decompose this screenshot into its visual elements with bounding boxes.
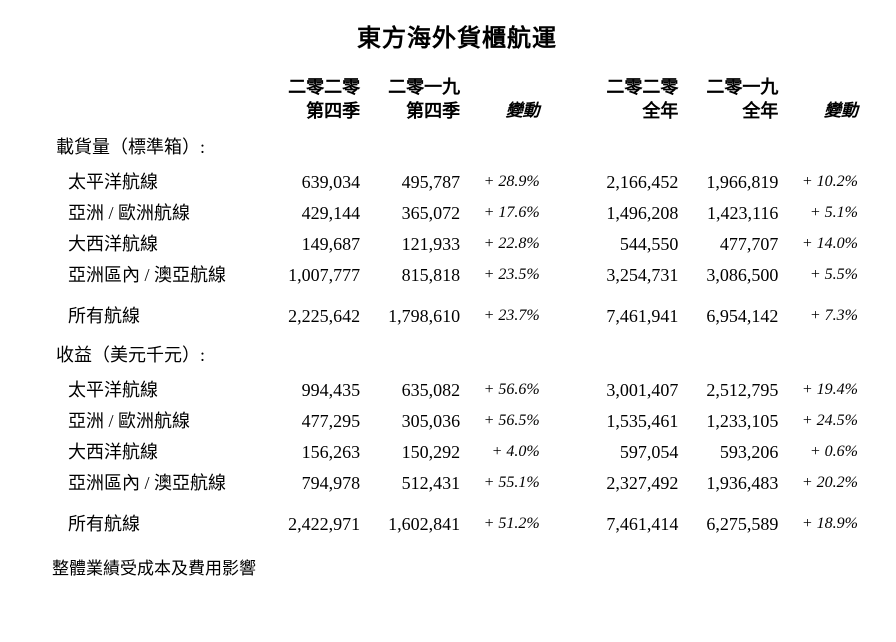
footnote: 整體業績受成本及費用影響	[52, 554, 862, 579]
cell-fy-2019: 593,206	[682, 437, 782, 468]
gap	[544, 167, 583, 198]
cell-q4-2019: 512,431	[364, 468, 464, 499]
cell-fy-2020: 7,461,414	[582, 499, 682, 542]
cell-change-q: + 51.2%	[464, 499, 544, 542]
hdr-q4-2020: 二零二零第四季	[264, 73, 364, 126]
cell-change-q: + 28.9%	[464, 167, 544, 198]
row-label: 大西洋航線	[52, 229, 264, 260]
cell-fy-2020: 1,535,461	[582, 406, 682, 437]
cell-fy-2020: 1,496,208	[582, 198, 682, 229]
report-container: 東方海外貨櫃航運 二零二零第四季 二零一九第四季 變動 二零二零全年	[0, 0, 896, 589]
cell-q4-2019: 815,818	[364, 260, 464, 291]
cell-q4-2020: 2,422,971	[264, 499, 364, 542]
cell-change-fy: + 20.2%	[782, 468, 862, 499]
gap	[544, 468, 583, 499]
gap	[544, 198, 583, 229]
cell-change-q: + 22.8%	[464, 229, 544, 260]
cell-q4-2019: 305,036	[364, 406, 464, 437]
cell-change-fy: + 14.0%	[782, 229, 862, 260]
cell-change-q: + 55.1%	[464, 468, 544, 499]
section-title: 收益（美元千元）:	[52, 334, 862, 375]
cell-change-fy: + 10.2%	[782, 167, 862, 198]
row-label: 亞洲區內 / 澳亞航線	[52, 260, 264, 291]
cell-fy-2020: 3,001,407	[582, 375, 682, 406]
gap	[544, 437, 583, 468]
row-label: 大西洋航線	[52, 437, 264, 468]
cell-q4-2019: 365,072	[364, 198, 464, 229]
gap	[544, 499, 583, 542]
cell-fy-2020: 2,327,492	[582, 468, 682, 499]
cell-q4-2020: 994,435	[264, 375, 364, 406]
cell-q4-2020: 149,687	[264, 229, 364, 260]
row-label: 亞洲 / 歐洲航線	[52, 406, 264, 437]
gap	[544, 229, 583, 260]
cell-fy-2020: 597,054	[582, 437, 682, 468]
gap	[544, 291, 583, 334]
cell-fy-2019: 6,954,142	[682, 291, 782, 334]
gap	[544, 260, 583, 291]
cell-fy-2019: 2,512,795	[682, 375, 782, 406]
cell-q4-2020: 1,007,777	[264, 260, 364, 291]
cell-q4-2020: 429,144	[264, 198, 364, 229]
cell-q4-2020: 794,978	[264, 468, 364, 499]
cell-fy-2019: 1,936,483	[682, 468, 782, 499]
row-label: 所有航線	[52, 291, 264, 334]
cell-q4-2019: 121,933	[364, 229, 464, 260]
cell-change-fy: + 5.5%	[782, 260, 862, 291]
cell-q4-2019: 635,082	[364, 375, 464, 406]
cell-fy-2019: 1,233,105	[682, 406, 782, 437]
cell-change-fy: + 24.5%	[782, 406, 862, 437]
cell-fy-2020: 7,461,941	[582, 291, 682, 334]
cell-change-q: + 4.0%	[464, 437, 544, 468]
row-label: 亞洲 / 歐洲航線	[52, 198, 264, 229]
cell-fy-2019: 1,966,819	[682, 167, 782, 198]
cell-q4-2019: 1,798,610	[364, 291, 464, 334]
hdr-change-fy: 變動	[782, 73, 862, 126]
cell-fy-2019: 6,275,589	[682, 499, 782, 542]
cell-change-fy: + 7.3%	[782, 291, 862, 334]
hdr-fy-2020: 二零二零全年	[582, 73, 682, 126]
cell-q4-2019: 495,787	[364, 167, 464, 198]
row-label: 太平洋航線	[52, 375, 264, 406]
gap	[544, 406, 583, 437]
gap	[544, 375, 583, 406]
financial-table: 二零二零第四季 二零一九第四季 變動 二零二零全年 二零一九全年 變動 載貨量（…	[52, 73, 862, 542]
hdr-fy-2019: 二零一九全年	[682, 73, 782, 126]
cell-change-fy: + 0.6%	[782, 437, 862, 468]
cell-fy-2019: 477,707	[682, 229, 782, 260]
cell-q4-2020: 477,295	[264, 406, 364, 437]
cell-change-fy: + 5.1%	[782, 198, 862, 229]
cell-fy-2020: 544,550	[582, 229, 682, 260]
section-title: 載貨量（標準箱）:	[52, 126, 862, 167]
cell-fy-2020: 3,254,731	[582, 260, 682, 291]
row-label: 所有航線	[52, 499, 264, 542]
cell-change-q: + 23.5%	[464, 260, 544, 291]
cell-q4-2019: 150,292	[364, 437, 464, 468]
cell-change-q: + 23.7%	[464, 291, 544, 334]
row-label: 太平洋航線	[52, 167, 264, 198]
hdr-q4-2019: 二零一九第四季	[364, 73, 464, 126]
cell-q4-2020: 639,034	[264, 167, 364, 198]
cell-fy-2020: 2,166,452	[582, 167, 682, 198]
cell-change-fy: + 18.9%	[782, 499, 862, 542]
row-label: 亞洲區內 / 澳亞航線	[52, 468, 264, 499]
cell-change-q: + 56.5%	[464, 406, 544, 437]
page-title: 東方海外貨櫃航運	[52, 18, 862, 53]
cell-fy-2019: 1,423,116	[682, 198, 782, 229]
hdr-change-q: 變動	[464, 73, 544, 126]
cell-q4-2019: 1,602,841	[364, 499, 464, 542]
cell-change-q: + 56.6%	[464, 375, 544, 406]
cell-q4-2020: 156,263	[264, 437, 364, 468]
cell-q4-2020: 2,225,642	[264, 291, 364, 334]
cell-fy-2019: 3,086,500	[682, 260, 782, 291]
cell-change-q: + 17.6%	[464, 198, 544, 229]
cell-change-fy: + 19.4%	[782, 375, 862, 406]
